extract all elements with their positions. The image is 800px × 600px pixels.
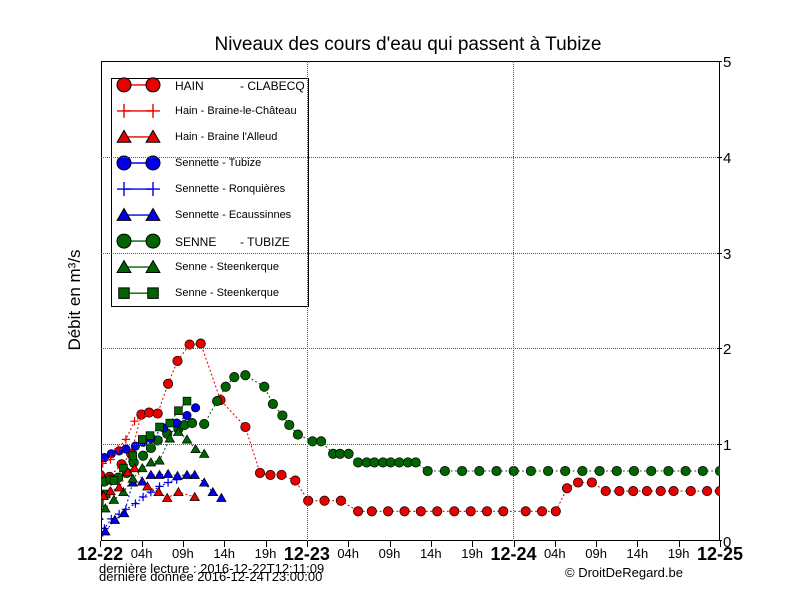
svg-text:Débit en m³/s: Débit en m³/s — [65, 249, 84, 350]
